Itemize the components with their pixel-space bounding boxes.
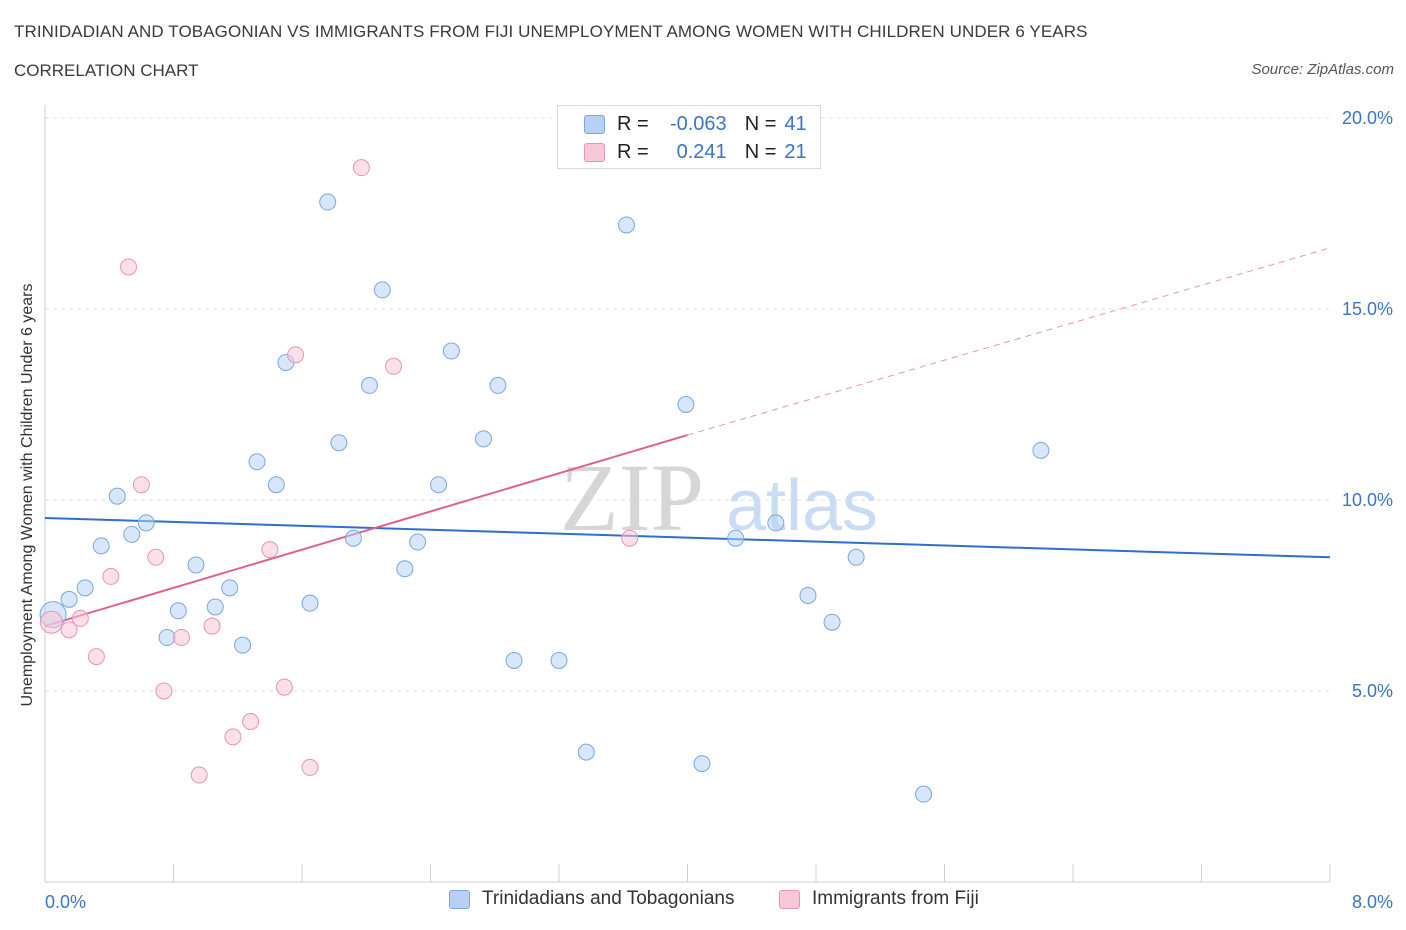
axes [44,105,1331,883]
trend-extension-series2 [687,247,1331,436]
legend-swatch-series2 [779,889,800,909]
point-series2 [71,609,89,627]
point-series1 [319,193,337,211]
source-credit: Source: ZipAtlas.com [1251,61,1394,78]
point-series1 [577,743,595,761]
point-series1 [1032,441,1050,459]
point-series1 [396,560,414,578]
point-series1 [206,598,224,616]
point-series2 [224,728,242,746]
point-series1 [915,785,933,803]
point-series1 [92,537,110,555]
stats-row-series2: R = 0.241 N = 21 [584,141,807,163]
point-series2 [87,648,105,666]
point-series2 [173,629,191,647]
point-series1 [137,514,155,532]
point-series1 [430,476,448,494]
y-tick-label: 5.0% [1352,681,1393,701]
point-series1 [442,342,460,360]
trend-lines [44,247,1331,628]
series1-swatch [584,114,605,134]
legend-item-series2: Immigrants from Fiji [779,888,979,910]
r-label: R = [617,140,649,163]
point-series2 [621,529,639,547]
r-label: R = [617,112,649,135]
point-series1 [767,514,785,532]
point-series1 [677,396,695,413]
series-legend: Trinidadians and Tobagonians Immigrants … [0,888,1406,916]
point-series1 [221,579,239,597]
series2-n-value: 21 [784,140,807,163]
stats-row-series1: R = -0.063 N = 41 [584,113,807,135]
y-axis-label: Unemployment Among Women with Children U… [19,283,36,707]
point-series2 [120,258,138,276]
point-series2 [147,548,165,566]
tick-labels: 5.0% 10.0% 15.0% 20.0% 0.0% 8.0% [45,108,1393,912]
point-series1 [373,281,391,299]
point-series1 [108,487,126,505]
trend-line-series1 [44,516,1331,559]
legend-label-series1: Trinidadians and Tobagonians [482,888,735,909]
legend-item-series1: Trinidadians and Tobagonians [449,888,734,910]
point-series1 [489,376,507,394]
point-series1 [169,602,187,620]
point-series2 [60,621,78,639]
series2-r-value: 0.241 [676,140,727,163]
point-series1 [267,476,285,494]
point-series1 [823,613,841,631]
y-tick-label: 20.0% [1342,108,1393,128]
point-series1 [123,525,141,543]
point-series1 [234,636,252,654]
point-series2 [39,610,63,634]
point-series2 [352,159,370,177]
point-series1 [360,376,378,394]
point-series1 [617,216,635,234]
point-series1 [330,434,348,452]
point-series2 [242,713,260,731]
legend-swatch-series1 [449,889,470,909]
point-series1 [409,533,427,551]
point-series2 [261,541,279,559]
y-tick-label: 10.0% [1342,490,1393,510]
point-series2 [203,617,221,635]
x-tick-label: 0.0% [45,892,86,912]
point-series1 [475,430,493,448]
series2-swatch [584,142,605,162]
point-series1 [60,590,78,608]
point-series2 [275,678,293,696]
point-series1 [799,587,817,604]
data-points [39,159,1050,803]
series1-r-value: -0.063 [669,112,727,135]
point-series1 [248,453,266,471]
n-label: N = [744,140,777,163]
point-series2 [287,346,305,364]
y-tick-label: 15.0% [1342,299,1393,319]
point-series1 [187,556,205,574]
point-series1 [76,579,94,597]
point-series1 [693,755,711,773]
watermark-atlas: atlas [726,466,878,546]
point-series2 [155,682,173,700]
point-series2 [132,476,150,494]
trend-line-series2 [44,434,688,628]
point-series1 [344,529,362,547]
point-series2 [301,758,319,776]
point-series1 [550,651,568,669]
point-series2 [385,357,403,375]
chart-subtitle: CORRELATION CHART [14,61,199,80]
point-series1 [505,651,523,669]
point-series2 [102,567,120,585]
legend-label-series2: Immigrants from Fiji [812,888,979,909]
point-series1 [158,629,176,647]
point-series1 [847,548,865,566]
stats-legend: R = -0.063 N = 41 R = 0.241 N = 21 [557,105,821,169]
point-series2 [190,766,208,784]
series1-n-value: 41 [784,112,807,135]
n-label: N = [744,112,777,135]
chart-title: TRINIDADIAN AND TOBAGONIAN VS IMMIGRANTS… [14,22,1088,41]
x-tick-label: 8.0% [1352,892,1393,912]
point-series1 [301,594,319,612]
point-series1 [727,529,745,547]
